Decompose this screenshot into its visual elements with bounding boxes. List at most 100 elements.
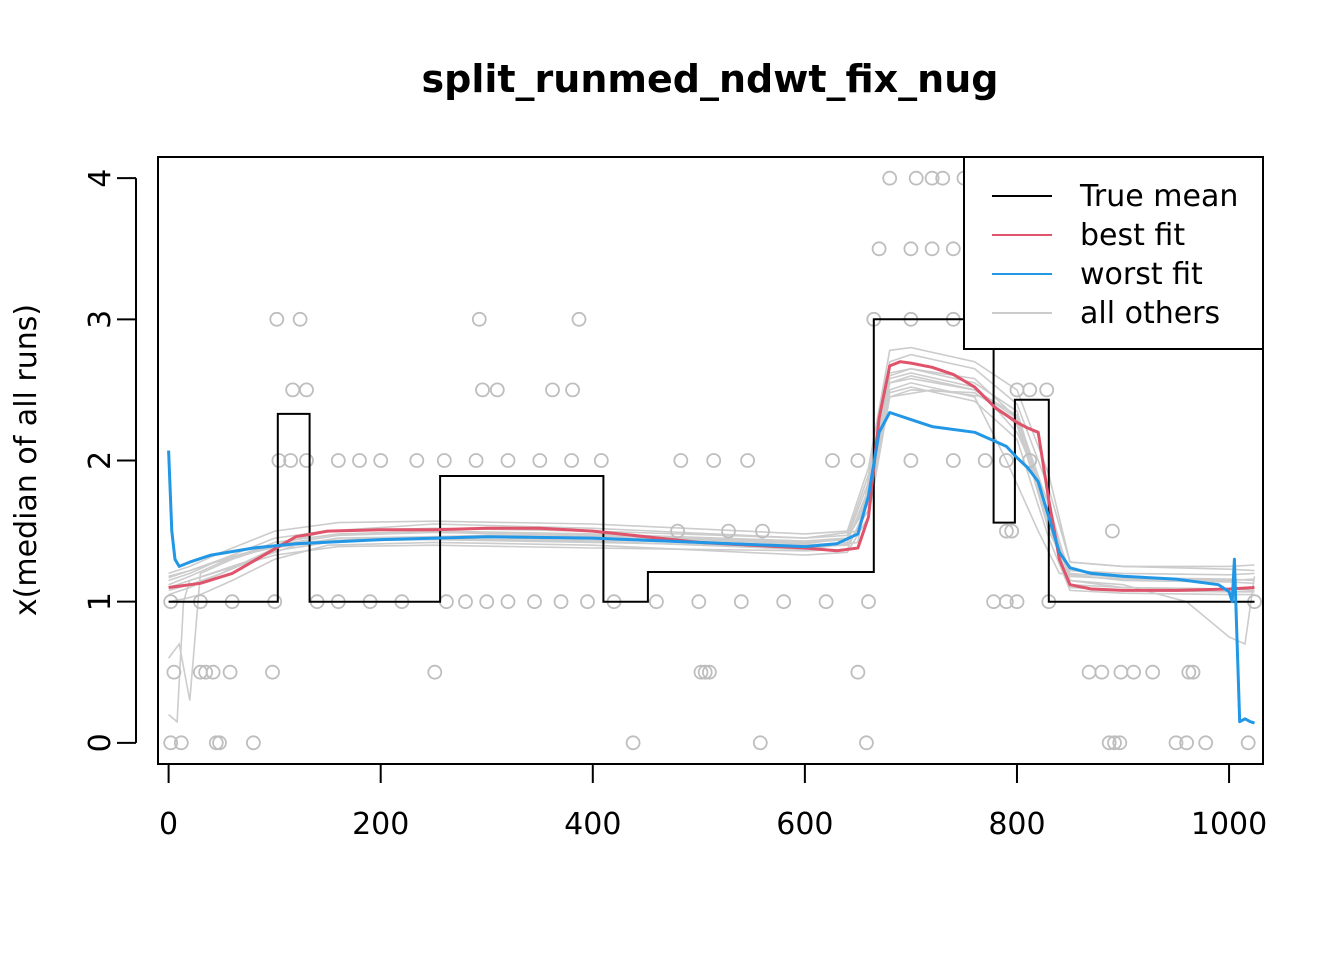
data-point <box>903 453 919 468</box>
data-point <box>553 594 569 610</box>
x-tick-label: 1000 <box>1191 807 1267 842</box>
other-run-line-3 <box>168 382 1255 585</box>
data-point <box>205 664 221 680</box>
data-point <box>571 311 587 327</box>
data-point <box>871 241 887 257</box>
data-point <box>208 735 224 751</box>
data-point <box>1039 382 1055 398</box>
y-tick-label: 4 <box>83 169 118 188</box>
data-point <box>670 523 685 539</box>
data-point <box>1126 664 1141 680</box>
legend-label: worst fit <box>1080 257 1203 292</box>
data-point <box>649 594 664 610</box>
data-point <box>283 453 299 468</box>
data-point <box>1022 382 1038 398</box>
data-point <box>986 594 1001 610</box>
data-point <box>212 735 227 751</box>
data-point <box>1107 735 1122 751</box>
true-mean-line <box>168 318 1255 603</box>
x-axis: 0 200 400 600 800 1000 <box>159 763 1267 842</box>
data-point <box>436 453 452 468</box>
data-point <box>299 453 314 468</box>
data-point <box>1113 664 1129 680</box>
data-point <box>1112 735 1128 751</box>
data-point <box>1198 735 1214 751</box>
data-point <box>861 594 876 610</box>
data-point <box>697 664 713 680</box>
x-tick-label: 0 <box>159 807 178 842</box>
data-point <box>882 170 898 186</box>
y-tick-label: 3 <box>83 310 118 329</box>
data-point <box>625 735 641 751</box>
data-point <box>489 382 505 398</box>
fit-lines-layer <box>167 360 1255 725</box>
data-point <box>945 453 961 468</box>
data-point <box>269 311 285 327</box>
data-point <box>859 735 874 751</box>
data-point <box>706 453 722 468</box>
data-point <box>755 523 770 539</box>
legend-label: all others <box>1080 296 1220 331</box>
data-point <box>352 453 367 468</box>
data-point <box>409 453 425 468</box>
data-point <box>427 664 443 680</box>
data-point <box>373 453 389 468</box>
data-point <box>691 594 707 610</box>
data-point <box>527 594 542 610</box>
other-run-line-6 <box>168 372 1255 596</box>
data-point <box>850 664 866 680</box>
data-point <box>1240 735 1256 751</box>
data-point <box>999 523 1014 539</box>
data-point <box>924 241 940 257</box>
data-point <box>330 453 346 468</box>
data-point <box>999 594 1014 610</box>
data-point <box>1101 735 1117 751</box>
data-point <box>438 594 454 610</box>
data-point <box>299 382 314 398</box>
data-point <box>222 664 238 680</box>
data-point <box>468 453 484 468</box>
best-fit-line <box>168 360 1255 592</box>
x-tick-label: 400 <box>564 807 621 842</box>
data-point <box>1094 664 1110 680</box>
data-point <box>740 453 755 468</box>
data-point <box>721 523 736 539</box>
data-point <box>752 735 768 751</box>
data-point <box>945 241 961 257</box>
data-point <box>1179 735 1194 751</box>
data-point <box>1145 664 1161 680</box>
data-point <box>479 594 495 610</box>
other-run-line-2 <box>167 353 1255 701</box>
data-point <box>580 594 595 610</box>
data-point <box>471 311 487 327</box>
x-tick-label: 200 <box>352 807 409 842</box>
data-point <box>292 311 308 327</box>
y-tick-label: 1 <box>83 592 118 611</box>
legend: True mean best fit worst fit all others <box>963 156 1264 350</box>
data-point <box>475 382 490 398</box>
data-point <box>532 453 548 468</box>
x-tick-label: 800 <box>988 807 1045 842</box>
data-point <box>163 735 179 751</box>
other-run-line-4 <box>168 389 1255 603</box>
other-run-line-7 <box>168 346 1255 575</box>
data-point <box>702 664 717 680</box>
data-point <box>1105 523 1120 539</box>
y-axis: 0 1 2 3 4 <box>83 169 137 752</box>
data-point <box>1185 664 1201 680</box>
data-point <box>693 664 709 680</box>
data-point <box>245 735 261 751</box>
data-point <box>593 453 609 468</box>
chart-title: split_runmed_ndwt_fix_nug <box>422 57 999 101</box>
data-point <box>1181 664 1197 680</box>
data-point <box>271 453 287 468</box>
data-point <box>265 664 280 680</box>
data-point <box>458 594 473 610</box>
other-run-line-9 <box>168 367 1256 646</box>
legend-label: best fit <box>1080 218 1185 253</box>
data-point <box>1168 735 1184 751</box>
other-run-line-11 <box>168 389 1255 593</box>
legend-label: True mean <box>1079 179 1238 214</box>
y-tick-label: 0 <box>83 733 118 752</box>
